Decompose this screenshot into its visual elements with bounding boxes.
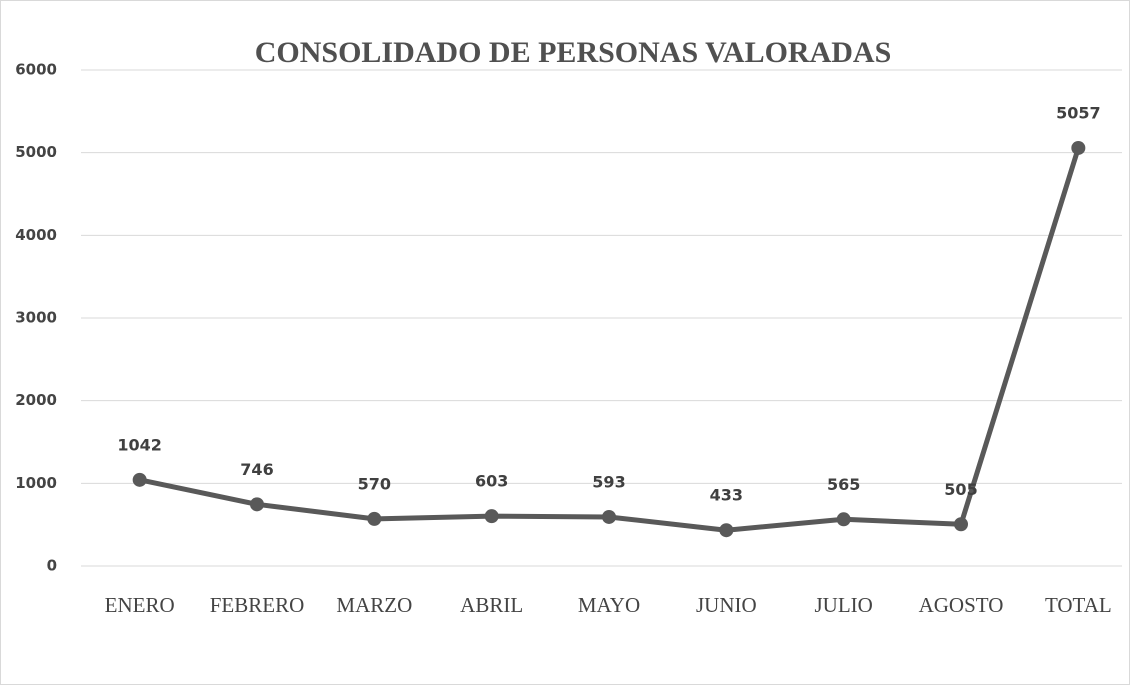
y-tick-label: 6000 xyxy=(15,61,57,79)
x-tick-label: AGOSTO xyxy=(919,593,1004,617)
y-tick-label: 2000 xyxy=(15,391,57,409)
y-tick-label: 5000 xyxy=(15,143,57,161)
data-label: 5057 xyxy=(1056,103,1101,122)
point-marker xyxy=(367,511,382,526)
x-tick-label: JULIO xyxy=(815,593,873,617)
point-marker xyxy=(484,509,499,524)
data-label: 565 xyxy=(827,475,860,494)
data-label: 433 xyxy=(710,486,743,505)
point-marker xyxy=(132,472,147,487)
data-label: 1042 xyxy=(117,435,162,454)
point-marker xyxy=(954,517,968,532)
data-label: 593 xyxy=(592,472,625,491)
data-label: 746 xyxy=(240,460,273,479)
x-tick-label: FEBRERO xyxy=(210,593,305,617)
point-marker xyxy=(836,512,851,527)
x-tick-label: TOTAL xyxy=(1045,593,1112,617)
y-tick-label: 0 xyxy=(47,557,57,575)
data-label: 570 xyxy=(358,474,391,493)
y-tick-label: 4000 xyxy=(15,226,57,244)
x-tick-label: MAYO xyxy=(578,593,640,617)
data-label: 603 xyxy=(475,472,508,491)
x-tick-label: MARZO xyxy=(336,593,412,617)
x-tick-label: JUNIO xyxy=(696,593,757,617)
chart-title: CONSOLIDADO DE PERSONAS VALORADAS xyxy=(255,36,892,69)
y-tick-label: 3000 xyxy=(15,309,57,327)
point-marker xyxy=(250,497,264,512)
point-marker xyxy=(602,509,616,524)
point-marker xyxy=(1071,140,1086,155)
x-tick-label: ABRIL xyxy=(460,593,523,617)
point-marker xyxy=(719,523,734,538)
y-tick-label: 1000 xyxy=(15,474,57,492)
x-tick-label: ENERO xyxy=(105,593,175,617)
data-label: 505 xyxy=(944,480,977,499)
